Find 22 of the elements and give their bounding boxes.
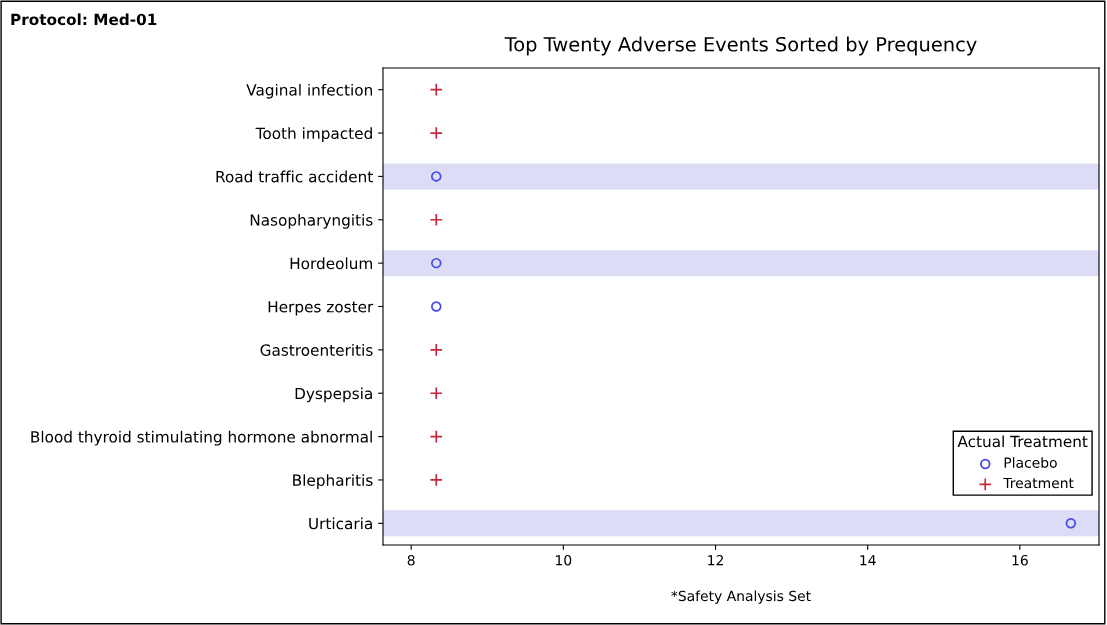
- y-tick-label: Blood thyroid stimulating hormone abnormal: [31, 430, 372, 446]
- y-tick-label: Herpes zoster: [268, 301, 374, 316]
- y-tick-label: Road traffic accident: [216, 170, 373, 183]
- chart-title: Top Twenty Adverse Events Sorted by Prequency: [504, 36, 977, 56]
- y-tick-label: Nasopharyngitis: [250, 213, 373, 229]
- y-tick-label: Dyspepsia: [295, 387, 372, 403]
- x-tick-label: 8: [407, 554, 415, 566]
- y-tick-label: Tooth impacted: [255, 127, 372, 143]
- x-tick-label: 10: [556, 554, 572, 566]
- y-tick-label: Gastroenteritis: [260, 344, 373, 356]
- y-tick-label: Blepharitis: [293, 474, 373, 489]
- y-tick-label: Vaginal infection: [246, 83, 372, 99]
- x-tick-label: 12: [708, 554, 723, 566]
- legend-label: Treatment: [1003, 477, 1074, 489]
- text: Protocol: Med-01: [11, 13, 157, 26]
- x-tick-label: 16: [1012, 554, 1028, 566]
- legend-label: Placebo: [1004, 457, 1057, 468]
- y-tick-label: Hordeolum: [290, 257, 372, 270]
- legend-title: Actual Treatment: [957, 435, 1088, 448]
- y-tick-label: Urticaria: [309, 517, 372, 530]
- x-axis-title: *Safety Analysis Set: [671, 590, 811, 604]
- x-tick-label: 14: [860, 555, 876, 566]
